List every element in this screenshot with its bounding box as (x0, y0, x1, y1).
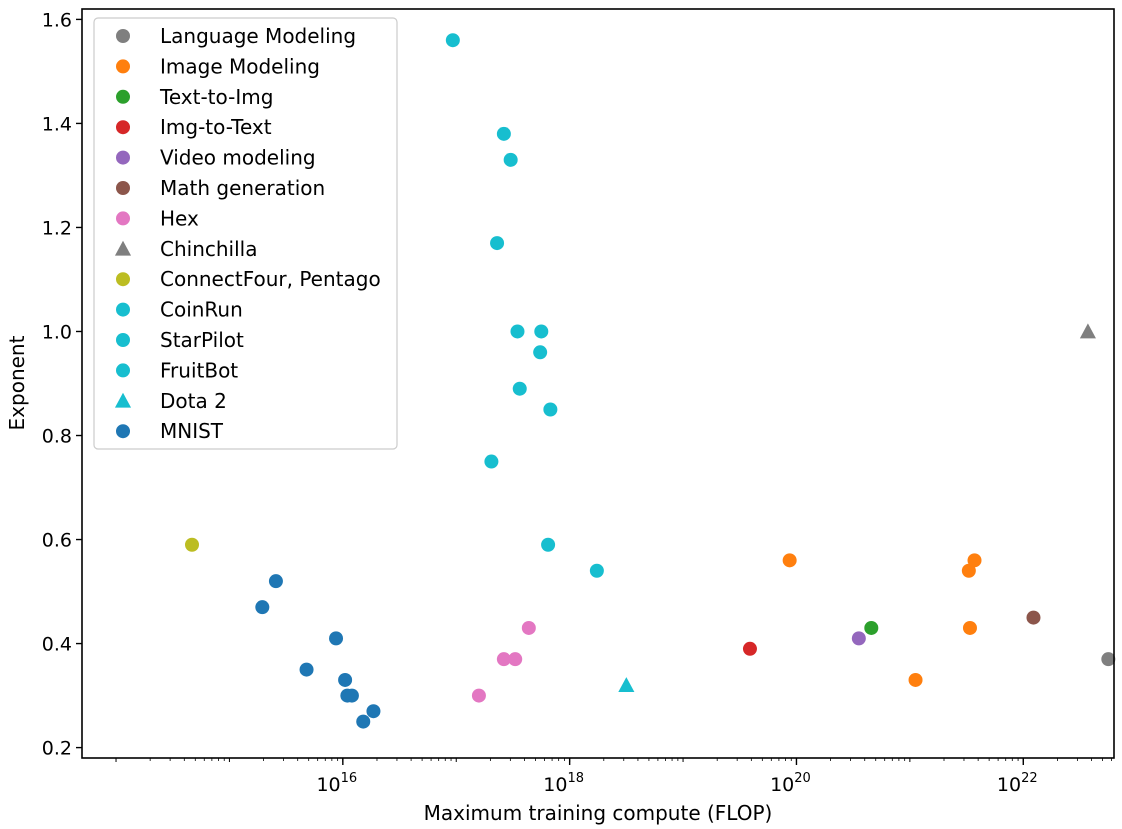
data-point (1079, 323, 1096, 339)
legend-marker (116, 424, 130, 439)
y-tick-label: 0.2 (42, 738, 72, 760)
y-tick-label: 1.4 (42, 113, 72, 135)
legend-label: Language Modeling (160, 24, 356, 48)
legend-marker (116, 59, 130, 74)
x-axis-label: Maximum training compute (FLOP) (424, 801, 773, 825)
y-tick-label: 1.2 (42, 217, 72, 239)
data-point (961, 563, 976, 578)
data-point (908, 672, 923, 687)
data-point (541, 537, 556, 552)
data-point (510, 324, 525, 339)
data-point (484, 454, 499, 469)
legend-marker (116, 211, 130, 226)
data-point (543, 402, 558, 417)
data-point (967, 553, 982, 568)
data-point (490, 236, 505, 251)
data-point (533, 345, 548, 360)
data-point (344, 688, 359, 703)
data-point (338, 672, 353, 687)
legend-label: MNIST (160, 419, 224, 443)
data-point (255, 600, 270, 615)
legend-marker (116, 181, 130, 195)
x-tick-label: 1022 (997, 771, 1038, 796)
legend-label: Hex (160, 206, 199, 230)
legend-label: Dota 2 (160, 389, 227, 413)
y-tick-label: 0.6 (42, 530, 72, 552)
data-point (782, 553, 797, 568)
legend-label: Img-to-Text (160, 115, 272, 139)
data-point (589, 563, 604, 578)
data-point (496, 126, 511, 141)
legend-label: Video modeling (160, 146, 316, 170)
data-point (268, 574, 283, 589)
legend-marker (116, 302, 130, 317)
data-point (521, 620, 536, 635)
y-tick-label: 1.6 (42, 9, 72, 31)
x-tick-label: 1016 (316, 771, 357, 796)
data-point (471, 688, 486, 703)
data-point (445, 33, 460, 48)
legend-marker (116, 120, 130, 135)
data-point (534, 324, 549, 339)
legend-label: Text-to-Img (159, 85, 273, 109)
data-point (512, 381, 527, 396)
legend-marker (116, 333, 130, 347)
y-tick-label: 0.4 (42, 634, 72, 656)
legend: Language Modeling Image Modeling Text-to-I… (93, 17, 398, 450)
y-axis-label: Exponent (5, 335, 29, 430)
legend-label: ConnectFour, Pentago (160, 267, 381, 291)
data-point (299, 662, 314, 677)
legend-box (93, 17, 398, 450)
y-tick-label: 0.8 (42, 426, 72, 448)
data-point (503, 152, 518, 167)
plot-area-frame (81, 8, 1115, 759)
data-point (1101, 652, 1116, 667)
legend-label: FruitBot (160, 358, 238, 382)
legend-label: Math generation (160, 176, 325, 200)
data-point (496, 652, 511, 667)
x-tick-label: 1018 (543, 771, 584, 796)
data-point (851, 631, 866, 646)
legend-label: Image Modeling (160, 54, 320, 78)
x-tick-label: 1020 (770, 771, 811, 796)
data-point (508, 652, 523, 667)
data-point (864, 620, 879, 635)
legend-marker (114, 392, 132, 408)
legend-marker (116, 363, 130, 378)
data-point (742, 641, 757, 656)
legend-label: CoinRun (160, 298, 243, 322)
data-point (329, 631, 344, 646)
data-point (366, 704, 381, 719)
y-tick-label: 1.0 (42, 321, 72, 343)
legend-marker (116, 29, 130, 43)
data-point (356, 714, 371, 729)
legend-label: Chinchilla (160, 237, 257, 261)
data-point (962, 620, 977, 635)
data-points (185, 33, 1116, 729)
legend-marker (114, 240, 132, 256)
data-point (185, 537, 200, 552)
legend-marker (116, 89, 130, 104)
legend-label: StarPilot (160, 328, 244, 352)
data-point (1026, 610, 1041, 625)
legend-marker (116, 272, 130, 287)
data-point (618, 677, 635, 693)
legend-marker (116, 150, 130, 165)
